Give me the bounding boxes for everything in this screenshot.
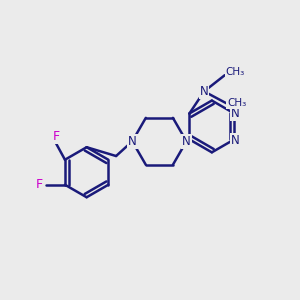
Text: F: F: [52, 130, 60, 143]
Text: CH₃: CH₃: [227, 98, 246, 108]
Text: N: N: [182, 135, 191, 148]
Text: N: N: [200, 85, 208, 98]
Text: N: N: [231, 107, 240, 120]
Text: F: F: [36, 178, 43, 191]
Text: CH₃: CH₃: [225, 67, 245, 77]
Text: N: N: [128, 135, 136, 148]
Text: N: N: [231, 134, 240, 147]
